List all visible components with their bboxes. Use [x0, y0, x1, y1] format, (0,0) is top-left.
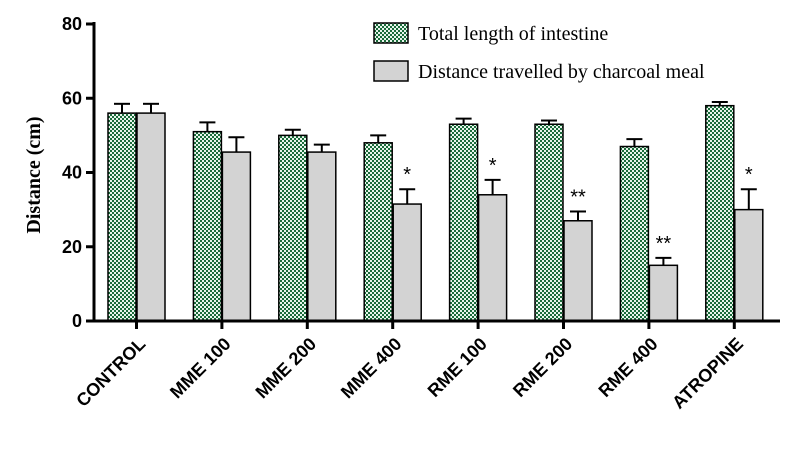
- y-tick-label: 0: [72, 311, 82, 331]
- significance-label: *: [403, 164, 411, 186]
- bar-charcoal-meal: [136, 112, 166, 322]
- bar-charcoal-meal: [734, 208, 764, 322]
- bar-total-length: [448, 123, 479, 322]
- bar-charcoal-meal: [392, 203, 422, 322]
- bar-total-length: [192, 130, 223, 322]
- y-tick-label: 40: [62, 163, 82, 183]
- legend-swatch-total-length: [373, 22, 409, 44]
- x-category-label: MME 200: [252, 334, 321, 403]
- legend: Total length of intestine Distance trave…: [373, 22, 705, 83]
- bar-total-length: [107, 112, 137, 322]
- bar-total-length: [363, 142, 393, 322]
- x-ticks-layer: [135, 321, 736, 329]
- x-category-label: CONTROL: [72, 334, 149, 411]
- significance-label: **: [570, 186, 586, 208]
- y-axis-label: Distance (cm): [23, 116, 45, 233]
- significance-label: *: [745, 164, 753, 186]
- legend-swatch-charcoal-meal: [373, 60, 409, 82]
- significance-label: **: [656, 233, 672, 255]
- bars-layer: [107, 104, 764, 322]
- legend-label-total-length: Total length of intestine: [418, 23, 608, 45]
- bar-total-length: [705, 104, 735, 322]
- x-category-label: MME 100: [166, 334, 235, 403]
- bar-charcoal-meal: [648, 264, 679, 322]
- bar-total-length: [619, 145, 650, 322]
- y-ticks-layer: 0 20 40 60 80: [62, 14, 94, 331]
- category-labels-layer: CONTROL MME 100 MME 200 MME 400 RME 100 RME 2…: [72, 334, 747, 413]
- y-tick-label: 80: [62, 14, 82, 34]
- x-category-label: MME 400: [337, 334, 406, 403]
- y-tick-label: 60: [62, 88, 82, 108]
- x-category-label: RME 100: [424, 334, 491, 401]
- bar-charcoal-meal: [307, 151, 337, 322]
- y-tick-label: 20: [62, 237, 82, 257]
- bar-charcoal-meal: [477, 194, 508, 322]
- x-category-label: RME 200: [509, 334, 576, 401]
- significance-label: *: [489, 155, 497, 177]
- error-bars-layer: [114, 100, 757, 266]
- bar-total-length: [278, 134, 308, 322]
- bar-charcoal-meal: [563, 220, 593, 322]
- x-category-label: ATROPINE: [668, 334, 747, 413]
- bar-charcoal-meal: [221, 151, 252, 322]
- significance-labels-layer: * ******: [403, 155, 753, 255]
- bar-total-length: [534, 123, 564, 322]
- legend-label-charcoal-meal: Distance travelled by charcoal meal: [418, 61, 705, 83]
- x-category-label: RME 400: [595, 334, 662, 401]
